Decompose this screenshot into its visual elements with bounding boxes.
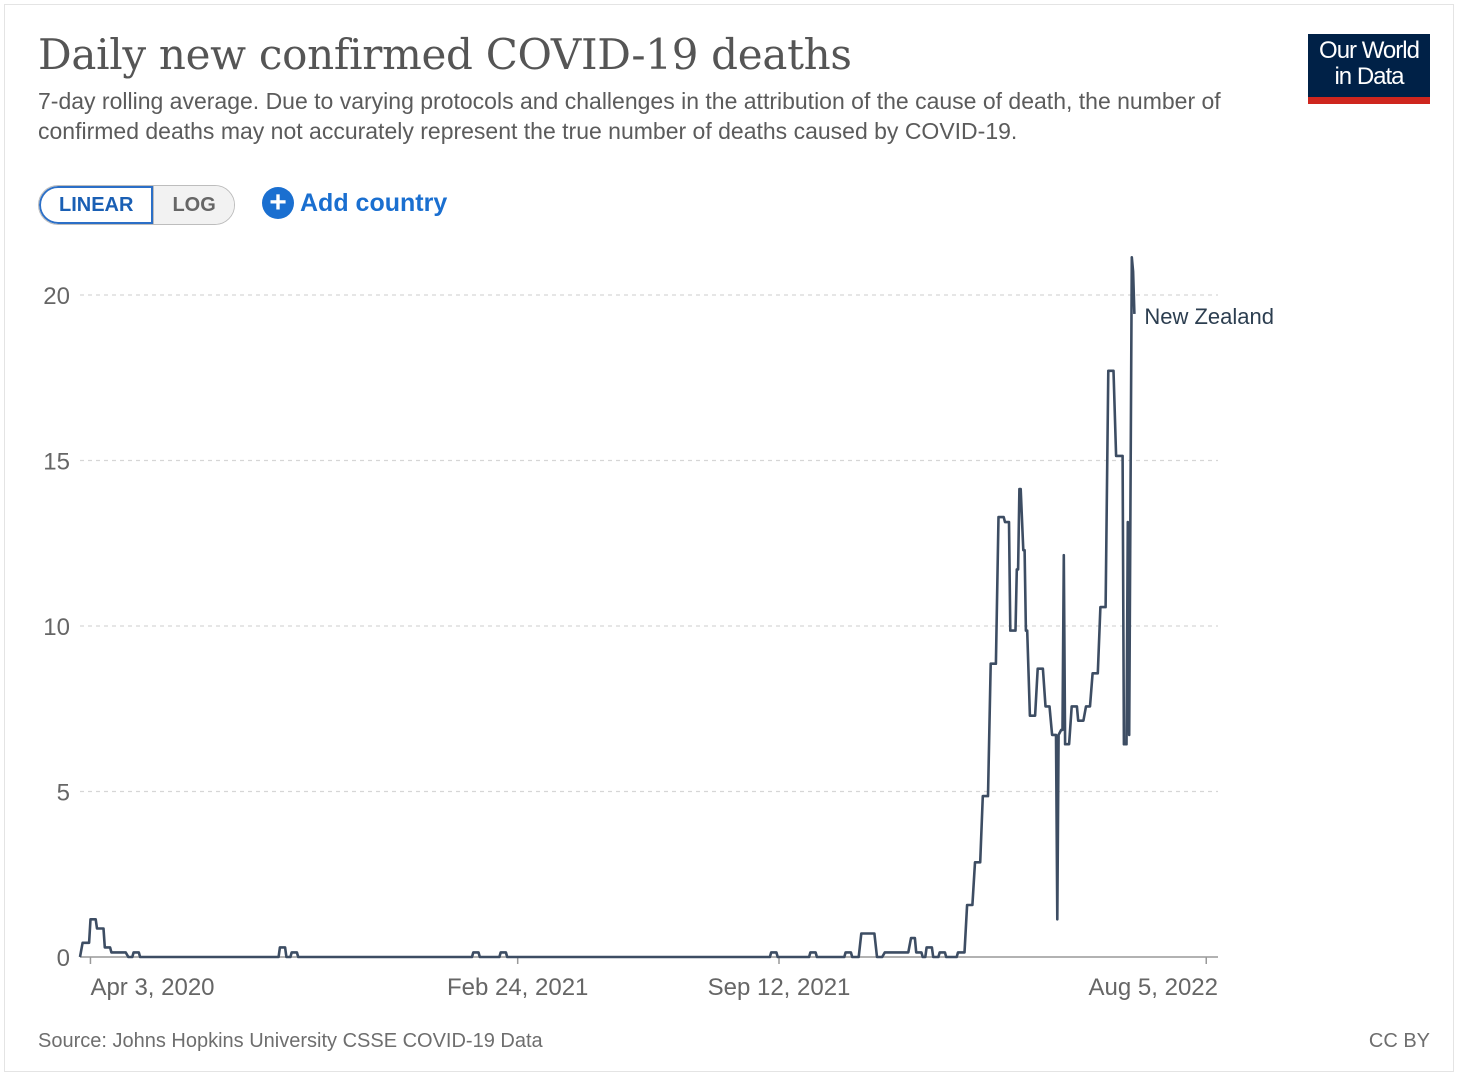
add-country-label: Add country [300,188,448,217]
source-note[interactable]: Source: Johns Hopkins University CSSE CO… [38,1030,543,1052]
scale-toggle: LINEAR LOG [38,185,235,225]
owid-logo[interactable]: Our World in Data [1308,34,1430,104]
y-tick-label: 0 [57,945,70,972]
plus-circle-icon: + [262,187,294,219]
y-tick-label: 5 [57,780,70,807]
y-tick-label: 10 [43,614,70,641]
logo-accent-bar [1308,97,1430,104]
linear-scale-button[interactable]: LINEAR [39,186,154,224]
x-tick-label: Apr 3, 2020 [90,974,214,1001]
y-tick-label: 15 [43,449,70,476]
logo-text: Our World in Data [1319,37,1420,90]
x-tick-label: Aug 5, 2022 [1089,974,1218,1001]
license-link[interactable]: CC BY [1368,1030,1430,1052]
series-line-new-zealand [78,256,1136,959]
add-country-button[interactable]: + Add country [262,186,447,220]
log-scale-button[interactable]: LOG [153,186,234,224]
series-label-new-zealand: New Zealand [1144,304,1274,329]
x-tick-label: Feb 24, 2021 [447,974,588,1001]
chart-frame [4,4,1454,1072]
chart-title: Daily new confirmed COVID-19 deaths [38,30,852,79]
chart-subtitle: 7-day rolling average. Due to varying pr… [38,88,1221,144]
x-tick-label: Sep 12, 2021 [708,974,851,1001]
y-tick-label: 20 [43,283,70,310]
